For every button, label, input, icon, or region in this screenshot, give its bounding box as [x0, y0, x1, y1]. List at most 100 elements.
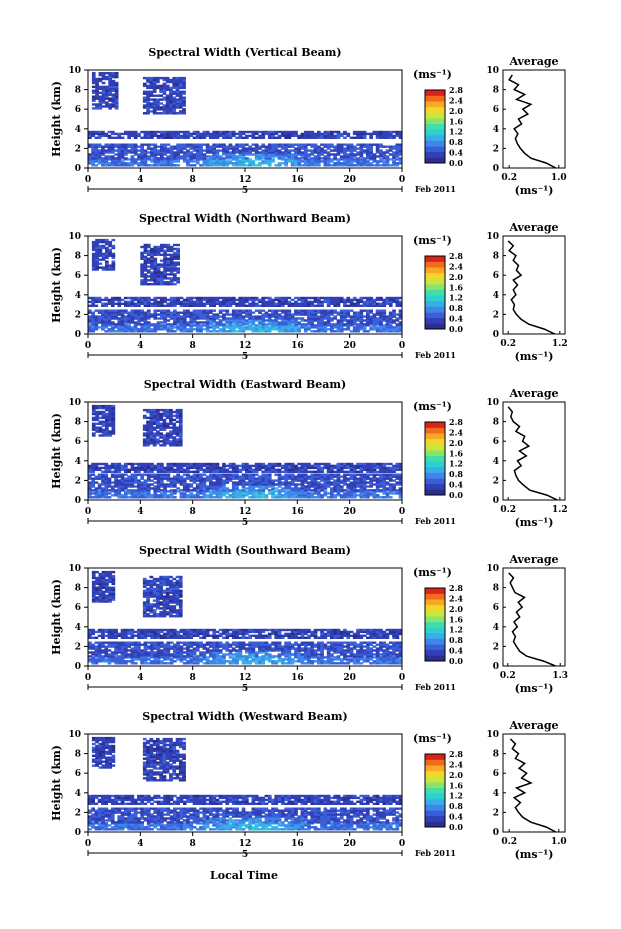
heatmap-cell: [241, 298, 246, 302]
heatmap-cell: [290, 475, 295, 478]
heatmap-cell: [271, 323, 275, 326]
heatmap-cell: [375, 485, 380, 488]
heatmap-cell: [251, 468, 256, 471]
heatmap-cell: [366, 311, 370, 314]
heatmap-cell: [173, 145, 177, 148]
heatmap-cell: [294, 468, 298, 471]
heatmap-cell: [235, 160, 239, 163]
heatmap-cell: [379, 311, 383, 314]
heatmap-cell: [326, 492, 331, 495]
heatmap-cell: [105, 250, 109, 254]
heatmap-cell: [107, 151, 112, 154]
heatmap-cell: [140, 487, 144, 490]
heatmap-cell: [235, 487, 239, 490]
heatmap-cell: [235, 477, 239, 480]
heatmap-cell: [146, 78, 150, 82]
heatmap-cell: [130, 132, 135, 136]
heatmap-cell: [173, 477, 177, 480]
heatmap-cell: [359, 136, 364, 139]
heatmap-cell: [336, 296, 341, 300]
heatmap-cell: [382, 304, 387, 307]
heatmap-cell: [182, 157, 187, 160]
heatmap-cell: [195, 487, 200, 490]
heatmap-cell: [143, 323, 148, 326]
heatmap-cell: [388, 158, 393, 161]
heatmap-cell: [137, 317, 141, 320]
heatmap-cell: [108, 244, 112, 248]
heatmap-cell: [137, 481, 141, 484]
heatmap-cell: [235, 157, 239, 160]
heatmap-cell: [290, 489, 295, 492]
heatmap-cell: [287, 313, 292, 316]
heatmap-cell: [173, 296, 177, 300]
heatmap-cell: [114, 73, 119, 77]
heatmap-cell: [178, 104, 183, 107]
heatmap-cell: [215, 130, 220, 134]
heatmap-cell: [281, 309, 285, 312]
colorbar-segment: [425, 312, 445, 319]
heatmap-cell: [375, 296, 380, 300]
heatmap-cell: [176, 149, 180, 152]
heatmap-cell: [379, 313, 383, 316]
heatmap-cell: [375, 155, 380, 158]
heatmap-cell: [356, 298, 360, 302]
avg-y-tick-label: 10: [486, 232, 499, 242]
heatmap-cell: [228, 160, 233, 163]
heatmap-cell: [156, 412, 160, 416]
heatmap-cell: [307, 492, 311, 495]
heatmap-cell: [94, 481, 99, 484]
heatmap-cell: [372, 466, 377, 470]
heatmap-cell: [339, 470, 344, 473]
heatmap-cell: [127, 162, 131, 165]
heatmap-cell: [176, 261, 180, 264]
heatmap-cell: [172, 100, 177, 103]
average-xlabel: (ms⁻¹): [515, 184, 554, 197]
heatmap-cell: [124, 132, 128, 136]
heatmap-cell: [124, 328, 128, 331]
heatmap-cell: [163, 251, 167, 255]
heatmap-cell: [264, 483, 269, 486]
heatmap-cell: [108, 422, 112, 425]
heatmap-cell: [146, 483, 151, 486]
heatmap-cell: [264, 315, 269, 318]
heatmap-cell: [369, 494, 373, 497]
heatmap-cell: [150, 249, 154, 253]
heatmap-cell: [150, 275, 154, 278]
heatmap-cell: [372, 473, 377, 476]
heatmap-cell: [320, 479, 324, 482]
heatmap-cell: [375, 317, 380, 320]
heatmap-cell: [205, 315, 210, 318]
heatmap-cell: [146, 134, 151, 138]
heatmap-cell: [326, 470, 331, 473]
heatmap-cell: [94, 468, 99, 471]
heatmap-cell: [228, 304, 233, 307]
heatmap-cell: [238, 330, 243, 333]
heatmap-cell: [231, 489, 236, 492]
heatmap-cell: [303, 479, 308, 482]
heatmap-cell: [212, 160, 216, 163]
heatmap-cell: [156, 263, 161, 266]
heatmap-cell: [104, 298, 109, 302]
heatmap-cell: [277, 326, 282, 329]
heatmap-cell: [111, 87, 116, 90]
heatmap-cell: [166, 323, 171, 326]
heatmap-cell: [166, 160, 171, 163]
heatmap-cell: [310, 479, 315, 482]
heatmap-cell: [343, 315, 347, 318]
heatmap-cell: [169, 468, 174, 471]
x-tick-label: 0: [399, 175, 405, 185]
heatmap-cell: [108, 414, 112, 418]
heatmap-cell: [215, 481, 220, 484]
heatmap-cell: [137, 473, 141, 476]
heatmap-cell: [395, 326, 400, 329]
heatmap-cell: [323, 143, 328, 146]
heatmap-cell: [254, 317, 259, 320]
heatmap-cell: [101, 422, 106, 425]
colorbar-tick-label: 2.0: [449, 272, 463, 282]
x-tick-label: 0: [85, 341, 91, 351]
heatmap-cell: [202, 155, 207, 158]
heatmap-cell: [205, 143, 210, 146]
heatmap-cell: [160, 132, 164, 136]
heatmap-cell: [313, 313, 318, 316]
heatmap-cell: [264, 149, 269, 152]
